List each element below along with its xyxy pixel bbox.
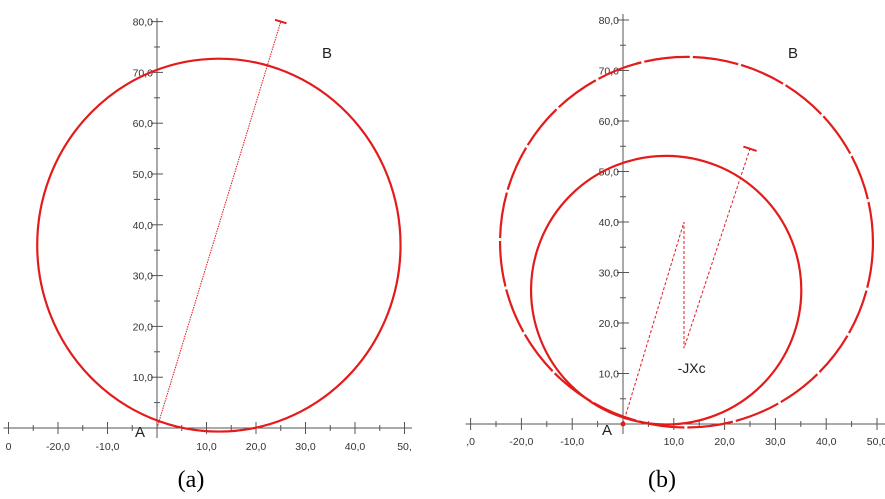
y-tick-label: 40,0 [599,217,620,229]
inner-compensated-circle [529,154,803,426]
x-tick-label: 50,0 [867,436,885,448]
jxc-label: -JXc [678,360,706,376]
point-a-label: A [602,422,612,439]
x-tick-label: 0 [6,441,12,453]
impedance-line-end-cap [274,18,287,25]
y-tick-label: 20,0 [133,321,154,333]
x-tick-label: ,0 [466,436,475,448]
compensation-path [622,148,751,425]
y-tick-label: 80,0 [599,15,620,27]
y-tick-label: 30,0 [133,271,154,283]
point-b-label: B [322,45,332,62]
x-tick-label: 40,0 [816,436,837,448]
y-tick-label: 60,0 [599,116,620,128]
x-tick-label: -20,0 [509,436,533,448]
x-tick-label: 10,0 [664,436,685,448]
compensation-path-end-cap [743,145,757,152]
impedance-circle [36,57,402,433]
point-a-label: A [135,424,145,441]
x-tick-label: -10,0 [560,436,584,448]
y-tick-label: 50,0 [133,169,154,181]
panel-caption: (a) [178,467,205,493]
y-tick-label: 70,0 [133,67,154,79]
x-tick-label: 30,0 [765,436,786,448]
y-tick-label: 10,0 [133,372,154,384]
x-tick-label: 10,0 [196,441,217,453]
x-tick-label: 20,0 [714,436,735,448]
y-tick-label: 40,0 [133,220,154,232]
y-tick-label: 10,0 [599,369,620,381]
y-tick-label: 20,0 [599,318,620,330]
outer-impedance-circle [498,55,875,429]
x-tick-label: 50, [397,441,412,453]
y-tick-label: 70,0 [599,66,620,78]
y-tick-label: 60,0 [133,118,154,130]
impedance-line [156,21,282,429]
x-tick-label: 30,0 [295,441,316,453]
panel-b: ,0 -20,0 -10,0 10,0 20,0 30,0 40,0 50,0 10,0 20,0… [465,14,885,493]
panel-a: 0 -20,0 -10,0 10,0 20,0 30,0 40,0 50, 10,0 20,0 30… [3,17,412,493]
x-tick-label: 40,0 [345,441,366,453]
x-tick-label: -20,0 [46,441,70,453]
origin-point [620,421,626,427]
y-tick-label: 50,0 [599,167,620,179]
point-b-label: B [788,45,798,62]
y-tick-label: 80,0 [133,17,154,29]
y-tick-label: 30,0 [599,268,620,280]
x-tick-label: -10,0 [96,441,120,453]
panel-caption: (b) [648,467,676,493]
x-tick-label: 20,0 [246,441,267,453]
